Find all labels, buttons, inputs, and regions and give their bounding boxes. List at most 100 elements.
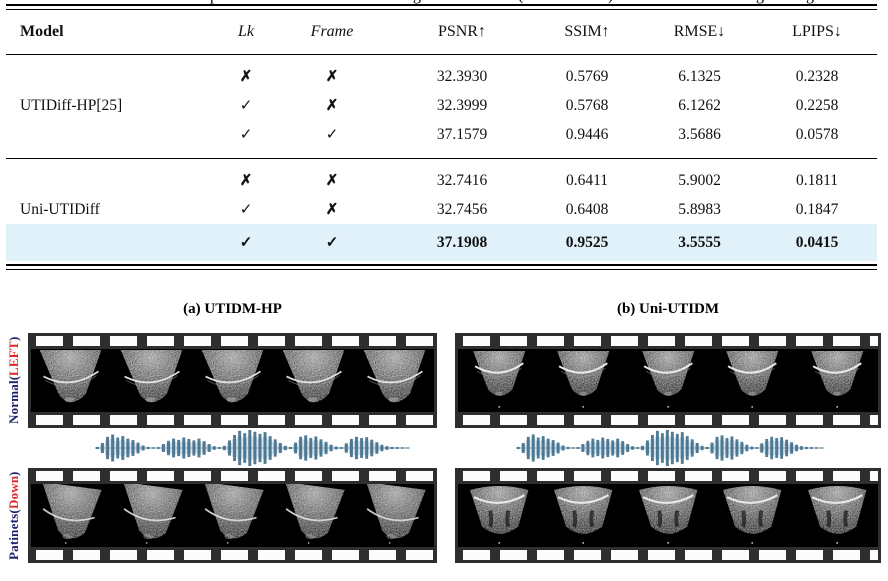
filmstrip-normal-utidm-hp xyxy=(28,333,437,428)
ultrasound-frame xyxy=(711,349,793,412)
filmstrip-sprocket-row xyxy=(458,415,878,425)
cell-frame: ✗ xyxy=(325,173,339,189)
ultrasound-frame xyxy=(193,484,272,547)
caption-fragment: g xyxy=(806,0,814,4)
ultrasound-frame xyxy=(31,349,110,412)
cell-lpips: 0.2328 xyxy=(795,67,839,85)
cell-lpips: 0.0415 xyxy=(795,233,839,251)
caption-fragment: g xyxy=(413,0,421,4)
table-group-utidiff-hp: ✗ ✗ 32.3930 0.5769 6.1325 0.2328 UTIDiff… xyxy=(6,55,877,158)
table-row-highlighted: ✓ ✓ 37.1908 0.9525 3.5555 0.0415 xyxy=(6,224,877,261)
cell-rmse: 3.5686 xyxy=(678,125,721,143)
ultrasound-frame xyxy=(542,349,624,412)
row-label-patients-down: Patinets(Down) xyxy=(3,468,25,563)
cell-lk: ✗ xyxy=(239,173,253,189)
row-label-suffix: ) xyxy=(6,471,21,476)
ultrasound-frame xyxy=(274,349,353,412)
cell-frame: ✗ xyxy=(325,98,339,114)
cell-frame: ✓ xyxy=(325,235,339,251)
header-lk: Lk xyxy=(238,23,254,40)
row-label-accent: Down xyxy=(6,475,21,509)
ultrasound-frame xyxy=(274,484,353,547)
cell-frame: ✗ xyxy=(325,69,339,85)
filmstrip-sprocket-row xyxy=(458,550,878,560)
table-header-row: Model Lk Frame PSNR↑ SSIM↑ RMSE↓ LPIPS↓ xyxy=(6,10,877,54)
ultrasound-frame xyxy=(627,484,709,547)
ultrasound-frame xyxy=(542,484,624,547)
caption-fragment: g xyxy=(756,0,764,4)
cell-lk: ✓ xyxy=(239,235,253,251)
filmstrip-sprocket-row xyxy=(31,471,434,481)
cell-model-name: UTIDiff-HP[25] xyxy=(20,96,123,114)
ultrasound-frame xyxy=(458,484,540,547)
cell-ssim: 0.9525 xyxy=(565,233,609,251)
cell-psnr: 32.3999 xyxy=(436,96,488,114)
row-label-suffix: ) xyxy=(6,336,21,342)
cell-rmse: 5.8983 xyxy=(678,200,721,218)
cell-psnr: 37.1908 xyxy=(436,233,488,251)
ultrasound-frame xyxy=(627,349,709,412)
cell-psnr: 32.7456 xyxy=(436,200,488,218)
cell-ssim: 0.5768 xyxy=(565,96,609,114)
table-row: ✓ ✓ 37.1579 0.9446 3.5686 0.0578 xyxy=(6,120,877,149)
filmstrip-frames xyxy=(458,349,878,412)
table-mid-rule xyxy=(6,158,877,159)
panel-title-utidm-hp: (a) UTIDM-HP xyxy=(183,301,282,317)
cell-lpips: 0.0578 xyxy=(795,125,839,143)
panel-title-uni-utidm: (b) Uni-UTIDM xyxy=(616,301,720,317)
row-label-prefix: Normal( xyxy=(6,375,21,425)
cell-rmse: 3.5555 xyxy=(678,233,721,251)
cell-frame: ✗ xyxy=(325,202,339,218)
cell-lk: ✗ xyxy=(239,69,253,85)
ultrasound-frame xyxy=(796,484,878,547)
ultrasound-frame xyxy=(796,349,878,412)
cell-psnr: 32.3930 xyxy=(436,67,488,85)
ultrasound-frame xyxy=(458,349,540,412)
ultrasound-frame xyxy=(31,484,110,547)
filmstrip-normal-uni-utidm xyxy=(455,333,881,428)
table-group-uni-utidiff: ✗ ✗ 32.7416 0.6411 5.9002 0.1811 Uni-UTI… xyxy=(6,159,877,264)
cell-ssim: 0.9446 xyxy=(565,125,609,143)
audio-waveform xyxy=(95,429,410,467)
filmstrip-patients-uni-utidm xyxy=(455,468,881,563)
ultrasound-frame xyxy=(711,484,793,547)
cell-lpips: 0.1847 xyxy=(795,200,839,218)
table-row: ✗ ✗ 32.7416 0.6411 5.9002 0.1811 xyxy=(6,166,877,195)
ultrasound-frame xyxy=(112,349,191,412)
header-lpips: LPIPS↓ xyxy=(792,23,842,40)
header-rmse: RMSE↓ xyxy=(673,23,726,40)
row-label-accent: LEFT xyxy=(6,341,21,376)
cell-model-name: Uni-UTIDiff xyxy=(20,200,100,218)
cell-lk: ✓ xyxy=(239,202,253,218)
header-model: Model xyxy=(20,23,64,40)
filmstrip-sprocket-row xyxy=(31,336,434,346)
cell-lpips: 0.1811 xyxy=(795,171,839,189)
table-header-rule xyxy=(6,54,877,55)
table-row: UTIDiff-HP[25] ✓ ✗ 32.3999 0.5768 6.1262… xyxy=(6,91,877,120)
results-table: Model Lk Frame PSNR↑ SSIM↑ RMSE↓ LPIPS↓ … xyxy=(6,4,877,270)
filmstrip-sprocket-row xyxy=(458,336,878,346)
table-row: Uni-UTIDiff ✓ ✗ 32.7456 0.6408 5.8983 0.… xyxy=(6,195,877,224)
caption-fragment: ) xyxy=(608,0,613,4)
caption-fragment: ( xyxy=(518,0,523,4)
header-frame: Frame xyxy=(310,23,354,40)
audio-waveform xyxy=(516,429,824,467)
cell-lk: ✓ xyxy=(239,127,253,143)
header-psnr: PSNR↑ xyxy=(437,23,487,40)
filmstrip-sprocket-row xyxy=(31,550,434,560)
table-top-double-rule xyxy=(6,4,877,10)
cell-psnr: 37.1579 xyxy=(436,125,488,143)
cell-rmse: 6.1262 xyxy=(678,96,721,114)
row-label-prefix: Patinets( xyxy=(6,508,21,560)
cell-ssim: 0.6411 xyxy=(565,171,609,189)
ultrasound-frame xyxy=(112,484,191,547)
cell-ssim: 0.5769 xyxy=(565,67,609,85)
filmstrip-frames xyxy=(458,484,878,547)
ultrasound-frame xyxy=(355,349,434,412)
ultrasound-frame xyxy=(193,349,272,412)
cell-psnr: 32.7416 xyxy=(436,171,488,189)
filmstrip-frames xyxy=(31,349,434,412)
filmstrip-frames xyxy=(31,484,434,547)
filmstrip-sprocket-row xyxy=(31,415,434,425)
